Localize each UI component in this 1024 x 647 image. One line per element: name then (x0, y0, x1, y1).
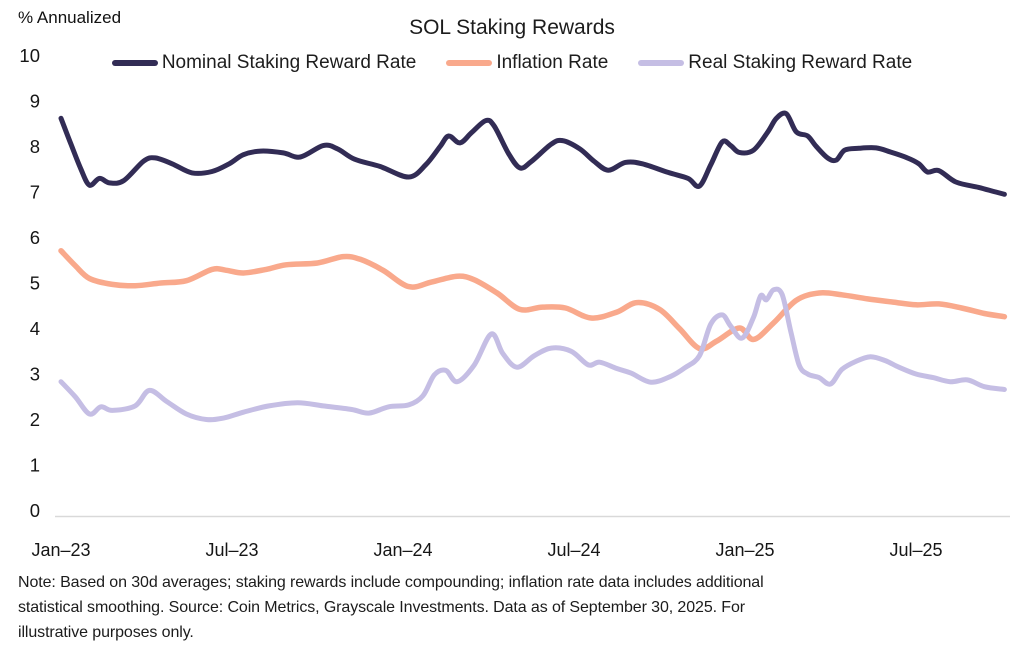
y-tick-label: 2 (30, 409, 40, 430)
note-text: Note: Based on 30d averages; staking rew… (18, 570, 1013, 645)
note-line: Note: Based on 30d averages; staking rew… (18, 574, 764, 591)
y-tick-label: 5 (30, 273, 40, 294)
y-tick-label: 10 (19, 45, 40, 66)
y-tick-label: 6 (30, 227, 40, 248)
chart-legend: Nominal Staking Reward Rate Inflation Ra… (0, 52, 1024, 74)
legend-label-inflation: Inflation Rate (496, 52, 609, 73)
y-axis-unit-label: % Annualized (18, 8, 122, 27)
series-line-inflation (58, 247, 1008, 352)
x-tick-label: Jan–25 (715, 540, 774, 560)
y-tick-label: 7 (30, 182, 40, 203)
series-line-nominal (58, 110, 1007, 197)
y-tick-label: 0 (30, 500, 40, 521)
y-tick-label: 4 (30, 318, 40, 339)
legend-label-nominal: Nominal Staking Reward Rate (161, 52, 417, 73)
legend-label-real: Real Staking Reward Rate (688, 52, 913, 73)
x-tick-label: Jan–23 (31, 540, 90, 560)
inflation-line-swatch-icon (446, 60, 493, 66)
real-line-swatch-icon (638, 60, 685, 66)
legend-item-nominal: Nominal Staking Reward Rate (111, 52, 417, 74)
legend-item-inflation: Inflation Rate (446, 52, 608, 74)
y-tick-label: 1 (30, 455, 40, 476)
x-tick-label: Jul–24 (547, 540, 600, 560)
x-tick-label: Jul–25 (889, 540, 942, 560)
note-line: illustrative purposes only. (18, 624, 194, 641)
legend-item-real: Real Staking Reward Rate (638, 52, 912, 74)
y-tick-label: 3 (30, 364, 40, 385)
x-tick-label: Jan–24 (373, 540, 432, 560)
series-line-real (58, 286, 1007, 423)
y-tick-label: 9 (30, 91, 40, 112)
y-tick-label: 8 (30, 136, 40, 157)
x-tick-label: Jul–23 (205, 540, 258, 560)
chart-title: SOL Staking Rewards (409, 16, 615, 39)
note-line: statistical smoothing. Source: Coin Metr… (18, 599, 746, 616)
nominal-line-swatch-icon (111, 60, 158, 66)
